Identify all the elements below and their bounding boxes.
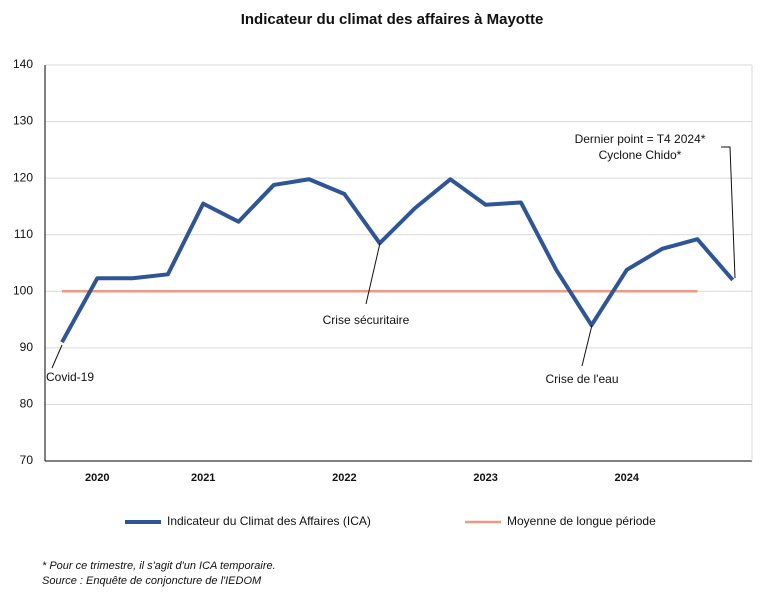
y-tick-label: 120 [13,170,33,184]
chart-title: Indicateur du climat des affaires à Mayo… [241,11,544,28]
y-tick-label: 90 [20,340,34,354]
y-tick-label: 110 [14,227,33,241]
annotation: Crise de l'eau [546,372,619,386]
series-line [60,177,735,344]
x-tick-label: 2020 [85,472,109,484]
x-tick-label: 2023 [473,472,497,484]
footnote: Source : Enquête de conjoncture de l'IED… [42,575,262,587]
annotations: Covid-19 Crise sécuritaire Crise de l'ea… [46,132,736,386]
legend-label: Moyenne de longue période [507,514,656,528]
annotation-arrow [721,146,736,279]
y-tick-label: 80 [20,397,34,411]
annotation-arrow [365,242,381,305]
annotation: Covid-19 [46,370,94,384]
annotation-arrow [581,324,593,367]
annotation: Cyclone Chido* [599,148,682,162]
annotation-arrow [51,344,63,369]
plot: 70 80 90 100 110 120 130 140 2020 2021 2022 2023 202… [13,57,753,528]
annotation: Dernier point = T4 2024* [575,132,706,146]
legend-label: Indicateur du Climat des Affaires (ICA) [167,514,371,528]
y-tick-label: 100 [13,283,33,297]
footnote: * Pour ce trimestre, il s'agit d'un ICA … [42,560,276,572]
y-tick-label: 130 [13,114,33,128]
y-tick-label: 70 [20,453,34,467]
y-tick-label: 140 [13,57,33,71]
x-tick-label: 2021 [191,472,215,484]
annotation: Crise sécuritaire [323,313,410,327]
x-tick-label: 2024 [615,472,640,484]
x-tick-label: 2022 [332,472,356,484]
